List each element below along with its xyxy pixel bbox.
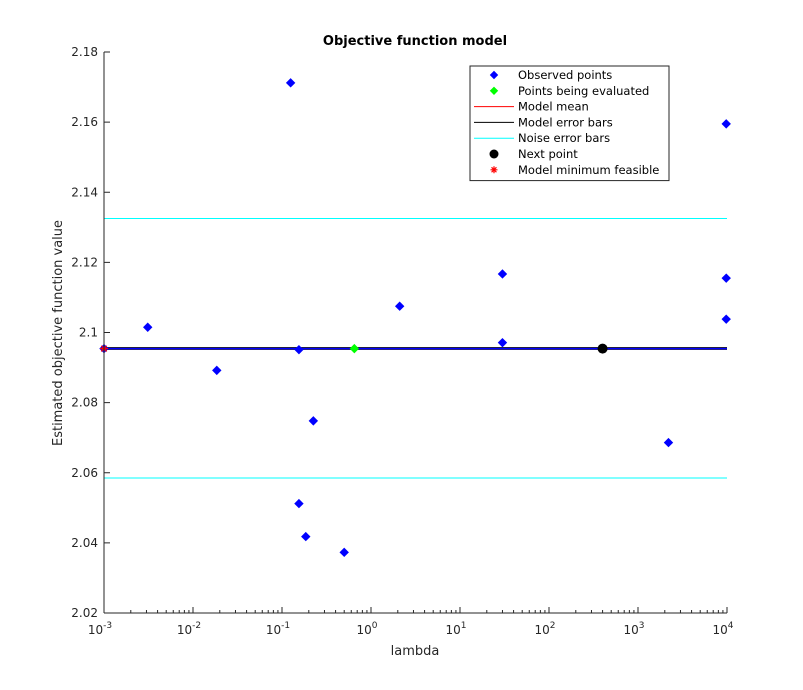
legend-marker: [490, 166, 498, 174]
observed-point: [301, 531, 311, 542]
legend-label: Observed points: [518, 68, 612, 82]
x-tick-label: 10-3: [88, 621, 112, 637]
plot-lines: [104, 218, 727, 479]
observed-point: [497, 337, 508, 348]
y-tick-label: 2.06: [71, 466, 98, 480]
observed-point: [394, 301, 405, 311]
legend-label: Next point: [518, 147, 578, 161]
x-tick-label: 104: [712, 621, 733, 637]
observed-point: [308, 416, 319, 426]
x-tick-label: 100: [356, 621, 377, 637]
chart-title: Objective function model: [323, 34, 507, 49]
x-tick-label: 102: [534, 621, 555, 637]
y-tick-label: 2.08: [71, 396, 98, 410]
legend-label: Model minimum feasible: [518, 163, 659, 177]
y-tick-label: 2.14: [71, 185, 98, 199]
plot-points: [99, 78, 731, 558]
y-tick-label: 2.16: [71, 115, 98, 129]
y-tick-label: 2.02: [71, 606, 98, 620]
legend-marker: [489, 149, 499, 159]
observed-point: [721, 119, 731, 129]
y-tick-label: 2.12: [71, 255, 98, 269]
legend-label: Model error bars: [518, 115, 613, 129]
observed-point: [721, 314, 731, 324]
evaluated-point: [349, 343, 360, 354]
legend-label: Model mean: [518, 100, 589, 114]
observed-point: [294, 344, 304, 355]
next-point: [597, 343, 608, 354]
observed-point: [294, 498, 304, 509]
observed-point: [663, 437, 674, 448]
observed-point: [339, 547, 349, 558]
legend-label: Points being evaluated: [518, 84, 649, 98]
observed-point: [143, 322, 153, 332]
legend-marker: [489, 86, 499, 96]
x-tick-label: 101: [445, 621, 466, 637]
x-tick-label: 10-2: [177, 621, 201, 637]
observed-point: [212, 365, 222, 376]
observed-point: [721, 273, 731, 283]
y-axis-label: Estimated objective function value: [51, 220, 66, 446]
observed-point: [285, 78, 296, 88]
legend-marker: [489, 70, 499, 80]
observed-point: [497, 269, 508, 279]
y-tick-label: 2.1: [79, 326, 98, 340]
x-tick-label: 103: [623, 621, 644, 637]
legend: Observed points Points being evaluated Mod…: [469, 65, 670, 182]
legend-label: Noise error bars: [518, 131, 610, 145]
x-tick-label: 10-1: [266, 621, 290, 637]
y-tick-label: 2.18: [71, 45, 98, 59]
y-tick-label: 2.04: [71, 536, 98, 550]
x-axis-label: lambda: [391, 644, 440, 659]
legend-box: [469, 65, 670, 182]
